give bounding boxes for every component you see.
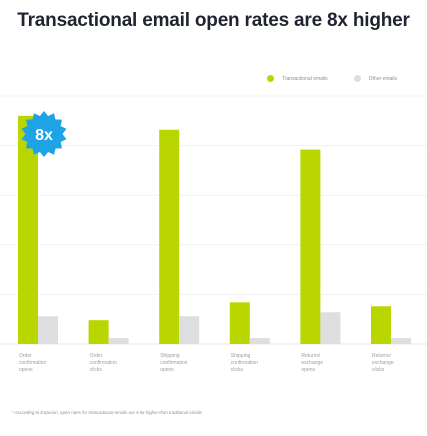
- category-label: Order confirmation clicks: [90, 353, 117, 373]
- badge-starburst-icon: [21, 111, 67, 157]
- bar-other: [249, 338, 270, 344]
- category-label: Returns/exchange opens: [301, 353, 323, 373]
- legend-item-other: Other emails: [353, 75, 397, 82]
- legend-label-other: Other emails: [368, 75, 397, 82]
- bar-transactional: [300, 149, 321, 344]
- category-label: Shipping confirmation opens: [160, 353, 187, 373]
- bar-other: [108, 338, 129, 344]
- badge-label: 8x: [35, 127, 53, 144]
- category-label: Shipping confirmation clicks: [231, 353, 258, 373]
- chart-legend: Transactional emails Other emails: [266, 75, 397, 82]
- legend-label-transactional: Transactional emails: [281, 75, 328, 82]
- legend-swatch-transactional: [266, 75, 274, 82]
- category-label: Returns/exchange clicks: [372, 353, 394, 373]
- category-label: Order confirmation opens: [19, 353, 46, 373]
- chart-title: Transactional email open rates are 8x hi…: [17, 10, 410, 31]
- bar-other: [391, 338, 411, 344]
- bar-other: [320, 312, 341, 344]
- bar-other: [38, 316, 58, 344]
- bar-transactional: [371, 306, 391, 344]
- bar-transactional: [18, 115, 38, 344]
- bar-other: [179, 316, 200, 344]
- legend-swatch-other: [353, 75, 361, 82]
- footnote: * According to Experian, open rates for …: [12, 410, 202, 415]
- bar-transactional: [159, 129, 180, 344]
- legend-item-transactional: Transactional emails: [266, 75, 328, 82]
- bar-transactional: [229, 302, 250, 344]
- bar-transactional: [88, 320, 109, 344]
